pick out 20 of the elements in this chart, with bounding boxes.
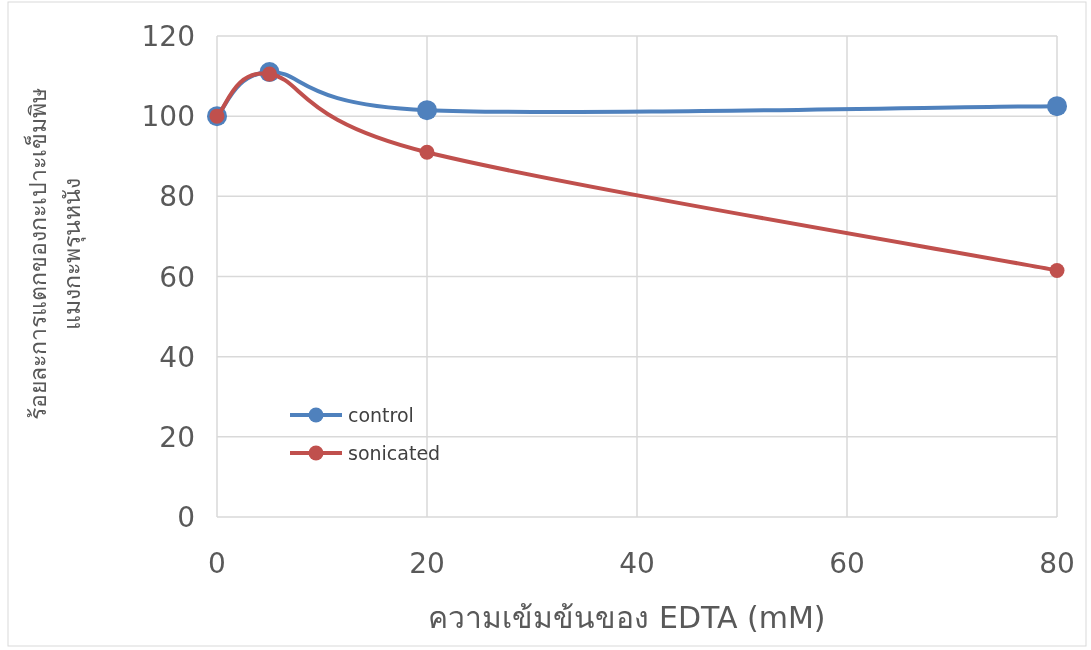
x-tick-label: 80 (1039, 547, 1075, 580)
x-tick-label: 20 (409, 547, 445, 580)
y-axis-title: ร้อยละการแตกของกะเปาะเข็มพิษ แมงกะพรุนหนัง (22, 87, 87, 422)
legend-label: control (348, 404, 414, 426)
x-axis-title: ความเข้มข้นของ EDTA (mM) (428, 600, 826, 635)
y-tick-label: 0 (177, 501, 195, 534)
legend-label: sonicated (348, 442, 441, 464)
point (417, 100, 437, 121)
x-tick-label: 40 (619, 547, 655, 580)
y-tick-label: 20 (159, 420, 195, 454)
x-tick-label: 0 (208, 547, 226, 580)
y-tick-label: 80 (159, 180, 195, 214)
y-tick-label: 40 (159, 340, 195, 374)
x-tick-label: 60 (829, 547, 865, 580)
y-tick-label: 60 (159, 260, 195, 294)
point (1047, 96, 1067, 117)
point (419, 144, 435, 160)
y-tick-label: 100 (141, 100, 195, 134)
point (1049, 262, 1065, 278)
y-tick-label: 120 (141, 20, 195, 53)
